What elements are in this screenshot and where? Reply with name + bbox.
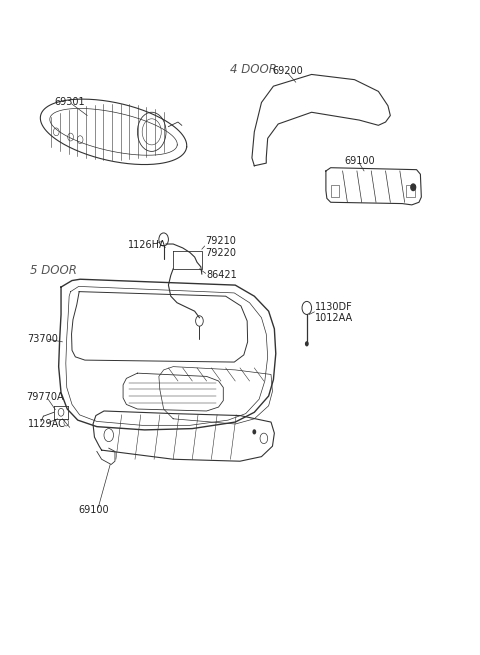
Text: 1130DF: 1130DF xyxy=(315,302,353,312)
Text: 79770A: 79770A xyxy=(26,392,64,402)
Text: 86421: 86421 xyxy=(206,271,237,280)
Circle shape xyxy=(305,341,309,346)
Text: 69100: 69100 xyxy=(79,505,109,515)
Text: 73700: 73700 xyxy=(28,334,59,345)
Text: 69100: 69100 xyxy=(344,156,375,166)
Text: 79220: 79220 xyxy=(205,248,237,258)
Text: 69200: 69200 xyxy=(272,66,303,76)
Circle shape xyxy=(252,429,256,434)
Text: 69301: 69301 xyxy=(54,98,84,107)
Text: 1012AA: 1012AA xyxy=(315,313,354,324)
Bar xyxy=(331,185,339,197)
Text: 79210: 79210 xyxy=(205,236,237,246)
Circle shape xyxy=(411,184,416,191)
Bar xyxy=(406,185,415,197)
Text: 5 DOOR: 5 DOOR xyxy=(30,263,77,276)
Text: 1126HA: 1126HA xyxy=(128,240,167,250)
Text: 1129AC: 1129AC xyxy=(28,419,65,429)
Text: 4 DOOR: 4 DOOR xyxy=(230,64,277,77)
